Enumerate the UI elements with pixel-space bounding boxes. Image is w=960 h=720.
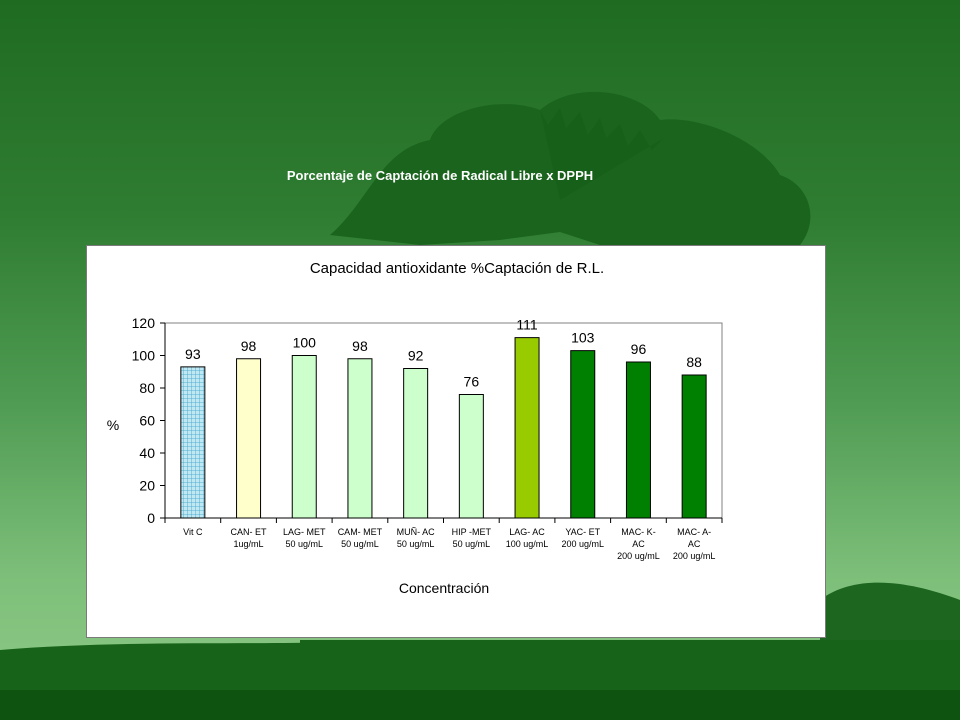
y-tick-label: 0 — [147, 510, 155, 526]
bar — [347, 358, 373, 519]
x-tick-label: 1ug/mL — [234, 539, 264, 549]
bar — [236, 358, 262, 519]
y-tick-label: 40 — [139, 445, 155, 461]
x-tick-label: 100 ug/mL — [506, 539, 549, 549]
y-tick-label: 120 — [132, 315, 156, 331]
x-tick-label: AC — [688, 539, 701, 549]
x-tick-label: Vit C — [183, 527, 203, 537]
x-tick-label: YAC- ET — [565, 527, 600, 537]
bar-chart: Capacidad antioxidante %Captación de R.L… — [107, 260, 723, 596]
x-tick-label: CAM- MET — [338, 527, 383, 537]
x-tick-label: CAN- ET — [231, 527, 268, 537]
x-tick-label: 200 ug/mL — [673, 551, 716, 561]
chart-frame: Capacidad antioxidante %Captación de R.L… — [86, 245, 826, 638]
bar — [180, 366, 206, 519]
tree-canopy-detail — [540, 108, 664, 200]
data-label: 98 — [241, 338, 257, 354]
x-tick-label: MAC- K- — [621, 527, 656, 537]
x-tick-label: HIP -MET — [452, 527, 492, 537]
x-tick-label: 50 ug/mL — [397, 539, 435, 549]
x-tick-label: MAC- A- — [677, 527, 711, 537]
ground-dark — [0, 690, 960, 720]
data-label: 88 — [686, 354, 702, 370]
bar — [458, 394, 484, 519]
y-tick-label: 20 — [139, 478, 155, 494]
x-tick-label: 50 ug/mL — [285, 539, 323, 549]
plot-area: 0 20 40 60 80 100 120 93 Vit C 98 CAN- ET 1ug/mL 100… — [132, 315, 723, 561]
data-label: 98 — [352, 338, 368, 354]
y-tick-label: 100 — [132, 348, 156, 364]
x-tick-label: 200 ug/mL — [561, 539, 604, 549]
bar — [625, 361, 651, 519]
x-tick-label: LAG- MET — [283, 527, 326, 537]
data-label: 92 — [408, 348, 424, 364]
y-tick-label: 60 — [139, 413, 155, 429]
x-tick-label: 50 ug/mL — [453, 539, 491, 549]
data-label: 103 — [571, 330, 595, 346]
x-tick-label: 50 ug/mL — [341, 539, 379, 549]
slide-title: Porcentaje de Captación de Radical Libre… — [286, 168, 594, 183]
data-label: 76 — [464, 374, 480, 390]
bar — [514, 337, 540, 519]
bar — [403, 368, 429, 519]
x-tick-label: AC — [632, 539, 645, 549]
bar — [291, 355, 317, 519]
x-tick-label: 200 ug/mL — [617, 551, 660, 561]
x-tick-label: LAG- AC — [509, 527, 545, 537]
x-axis-label: Concentración — [399, 580, 489, 596]
data-label: 96 — [631, 341, 647, 357]
chart-title: Capacidad antioxidante %Captación de R.L… — [310, 260, 604, 277]
data-label: 111 — [516, 317, 537, 333]
x-tick-label: MUÑ- AC — [397, 527, 436, 537]
y-axis-label: % — [107, 417, 119, 433]
data-label: 93 — [185, 346, 201, 362]
y-tick-label: 80 — [139, 380, 155, 396]
bar — [681, 374, 707, 519]
bar — [570, 350, 596, 519]
data-label: 100 — [293, 335, 317, 351]
